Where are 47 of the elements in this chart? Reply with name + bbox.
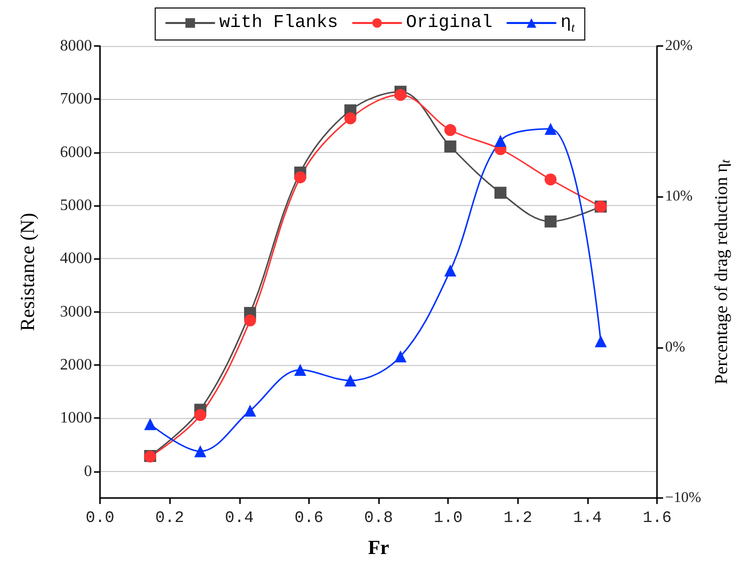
y-tick-label: 8000 (60, 38, 92, 54)
legend-label: with Flanks (219, 13, 338, 33)
point (344, 374, 356, 386)
y-tick-label: 7000 (60, 90, 92, 108)
x-tick-label: 1.2 (503, 509, 532, 527)
y-tick-label: 6000 (60, 144, 92, 161)
point (444, 264, 456, 276)
point (544, 173, 557, 186)
x-tick-label: 1.4 (573, 509, 602, 527)
y2-axis-title: Percentage of drag reduction ηt (711, 159, 732, 384)
point (494, 134, 506, 147)
y2-tick-label: 20% (665, 38, 693, 54)
point (394, 88, 407, 101)
point (494, 186, 506, 199)
legend-label: Original (406, 13, 492, 33)
y-axis-title: Resistance (N) (17, 212, 39, 332)
x-axis-title: Fr (368, 537, 390, 559)
point (294, 171, 306, 184)
point (244, 404, 256, 417)
point (544, 215, 557, 228)
point (344, 112, 356, 124)
point (594, 335, 607, 348)
y-tick-label: 3000 (60, 303, 92, 320)
point (194, 445, 206, 458)
x-tick-label: 0.2 (155, 509, 184, 527)
x-tick-label: 0.8 (364, 509, 393, 527)
point (294, 364, 306, 376)
y2-tick-label: 10% (665, 188, 693, 205)
point (444, 124, 456, 136)
y2-tick-label: −10% (665, 490, 702, 506)
point (394, 350, 407, 362)
point (244, 314, 256, 326)
x-tick-label: 0.4 (224, 509, 254, 527)
point (144, 418, 156, 430)
point (194, 409, 206, 422)
x-tick-label: 0.6 (294, 509, 324, 527)
x-tick-label: 0.0 (86, 509, 114, 527)
y-tick-label: 0 (84, 462, 92, 480)
y-tick-label: 1000 (60, 410, 92, 427)
y-tick-label: 5000 (60, 197, 92, 214)
y-tick-label: 2000 (60, 356, 92, 374)
point (544, 122, 557, 135)
y-tick-label: 4000 (60, 250, 92, 268)
x-tick-label: 1.6 (642, 509, 672, 527)
point (444, 140, 456, 153)
x-tick-label: 1.0 (434, 509, 463, 527)
y2-tick-label: 0% (665, 339, 686, 356)
